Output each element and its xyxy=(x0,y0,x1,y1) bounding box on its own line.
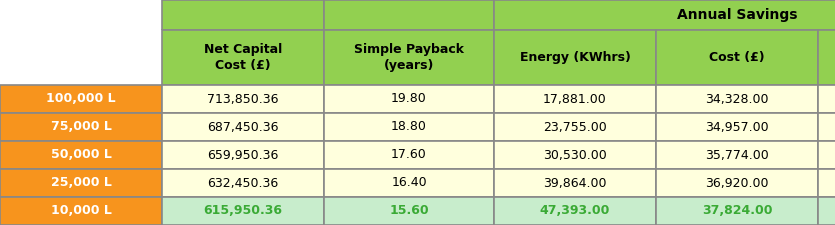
Bar xyxy=(162,197,324,225)
Text: 687,450.36: 687,450.36 xyxy=(207,121,279,133)
Bar xyxy=(162,0,324,30)
Bar xyxy=(324,0,494,30)
Text: 19.80: 19.80 xyxy=(391,92,427,106)
Bar xyxy=(818,113,835,141)
Text: Annual Savings: Annual Savings xyxy=(676,8,797,22)
Bar xyxy=(494,30,656,85)
Text: Simple Payback
(years): Simple Payback (years) xyxy=(354,43,464,72)
Bar xyxy=(0,197,162,225)
Bar xyxy=(494,141,656,169)
Text: 632,450.36: 632,450.36 xyxy=(207,176,279,189)
Text: Net Capital
Cost (£): Net Capital Cost (£) xyxy=(204,43,282,72)
Bar xyxy=(656,141,818,169)
Bar xyxy=(324,197,494,225)
Text: Cost (£): Cost (£) xyxy=(709,51,765,64)
Bar xyxy=(818,30,835,85)
Bar xyxy=(656,30,818,85)
Text: 16.40: 16.40 xyxy=(391,176,427,189)
Bar xyxy=(0,141,162,169)
Text: 659,950.36: 659,950.36 xyxy=(207,148,279,162)
Text: 23,755.00: 23,755.00 xyxy=(543,121,607,133)
Text: 35,774.00: 35,774.00 xyxy=(705,148,769,162)
Bar xyxy=(0,113,162,141)
Bar xyxy=(494,113,656,141)
Text: 36,920.00: 36,920.00 xyxy=(706,176,769,189)
Bar xyxy=(0,85,162,113)
Bar xyxy=(0,0,162,30)
Bar xyxy=(162,85,324,113)
Bar xyxy=(818,169,835,197)
Bar xyxy=(818,141,835,169)
Bar xyxy=(818,197,835,225)
Text: 47,393.00: 47,393.00 xyxy=(539,205,610,218)
Text: 37,824.00: 37,824.00 xyxy=(701,205,772,218)
Bar xyxy=(162,169,324,197)
Bar xyxy=(162,141,324,169)
Text: 34,328.00: 34,328.00 xyxy=(706,92,769,106)
Bar xyxy=(494,0,835,30)
Bar xyxy=(656,85,818,113)
Text: 615,950.36: 615,950.36 xyxy=(204,205,282,218)
Bar xyxy=(162,113,324,141)
Bar xyxy=(324,113,494,141)
Bar xyxy=(656,169,818,197)
Text: 25,000 L: 25,000 L xyxy=(51,176,111,189)
Text: 713,850.36: 713,850.36 xyxy=(207,92,279,106)
Bar xyxy=(0,169,162,197)
Bar xyxy=(162,30,324,85)
Text: 100,000 L: 100,000 L xyxy=(46,92,116,106)
Bar xyxy=(494,197,656,225)
Bar xyxy=(494,85,656,113)
Bar xyxy=(818,85,835,113)
Text: 17,881.00: 17,881.00 xyxy=(543,92,607,106)
Text: 18.80: 18.80 xyxy=(391,121,427,133)
Text: 39,864.00: 39,864.00 xyxy=(544,176,607,189)
Text: 50,000 L: 50,000 L xyxy=(51,148,111,162)
Bar xyxy=(494,169,656,197)
Bar xyxy=(656,113,818,141)
Text: 34,957.00: 34,957.00 xyxy=(706,121,769,133)
Bar xyxy=(324,30,494,85)
Text: 10,000 L: 10,000 L xyxy=(51,205,111,218)
Bar xyxy=(0,30,162,85)
Bar xyxy=(324,85,494,113)
Bar xyxy=(324,169,494,197)
Text: 30,530.00: 30,530.00 xyxy=(543,148,607,162)
Text: 15.60: 15.60 xyxy=(389,205,429,218)
Text: Energy (KWhrs): Energy (KWhrs) xyxy=(519,51,630,64)
Bar xyxy=(656,197,818,225)
Bar xyxy=(324,141,494,169)
Text: 75,000 L: 75,000 L xyxy=(51,121,111,133)
Text: 17.60: 17.60 xyxy=(391,148,427,162)
